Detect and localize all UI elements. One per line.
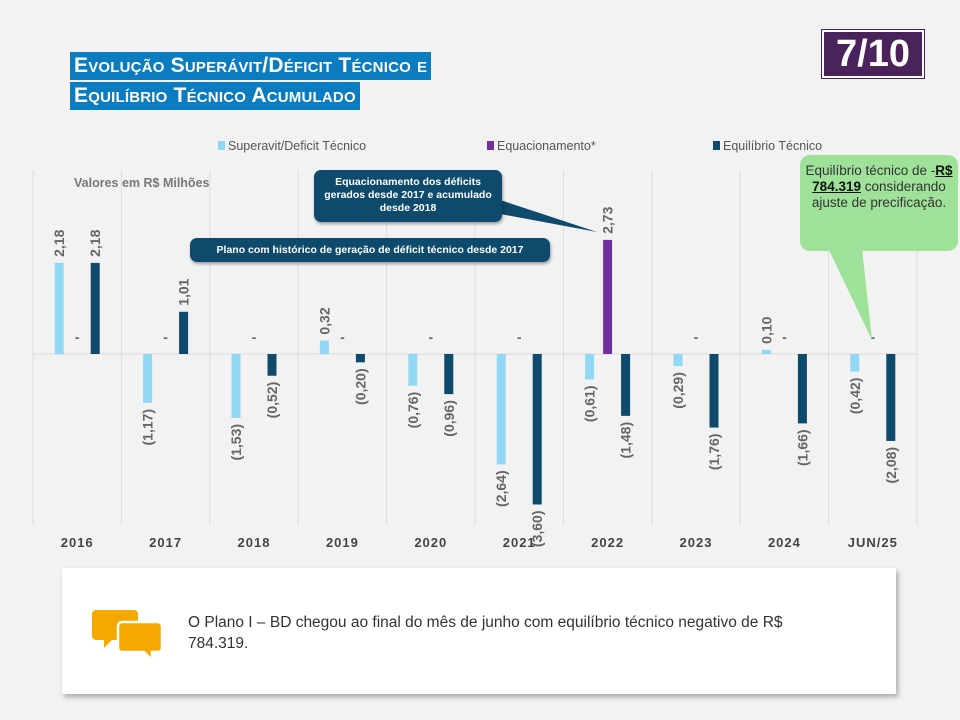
callout-equacionamento-pointer [488,196,597,232]
data-label: - [870,329,875,345]
legend-label: Superavit/Deficit Técnico [228,139,366,153]
bar-superavit [585,354,595,380]
data-label: - [428,329,433,345]
data-label: (1,76) [706,434,722,471]
bar-equilibrio [444,354,454,395]
note-text: O Plano I – BD chegou ao final do mês de… [188,614,783,652]
title-line-1: Evolução Superávit/Déficit Técnico e [70,52,432,80]
data-label: (1,53) [228,424,244,461]
bar-equilibrio [267,354,277,376]
data-label: (0,96) [441,400,457,437]
bar-superavit [143,354,153,403]
bar-equilibrio [355,354,365,363]
legend-label: Equilíbrio Técnico [723,139,822,153]
data-label: - [694,329,699,345]
legend-label: Equacionamento* [497,139,596,153]
legend-swatch [487,141,494,150]
year-label: 2016 [61,535,94,550]
page-indicator: 7/10 [822,30,924,78]
year-label: JUN/25 [848,535,898,550]
year-label: 2018 [238,535,271,550]
speech-bubbles-icon [92,610,164,662]
bar-superavit [761,349,771,354]
bar-superavit [408,354,418,386]
data-label: (1,48) [618,422,634,459]
bar-equacionamento [603,239,613,354]
callout-equilibrio: Equilíbrio técnico de -R$ 784.319 consid… [800,155,958,251]
data-label: - [75,329,80,345]
bar-equilibrio [886,354,896,441]
callout-equacionamento: Equacionamento dos déficits gerados desd… [314,170,502,222]
bar-superavit [496,354,506,465]
data-label: 0,10 [758,316,774,343]
data-label: (0,76) [405,392,421,429]
year-label: 2022 [591,535,624,550]
data-label: - [340,329,345,345]
data-label: (0,29) [670,372,686,409]
data-label: - [163,329,168,345]
year-label: 2021 [503,535,536,550]
note-box: O Plano I – BD chegou ao final do mês de… [62,568,896,694]
bar-superavit [673,354,683,367]
data-label: (2,64) [493,470,509,507]
bar-superavit [54,262,64,354]
data-label: (0,61) [582,385,598,422]
callout-equilibrio-pointer [828,248,872,340]
data-label: (0,52) [264,382,280,419]
callout-plano: Plano com histórico de geração de défici… [190,238,550,262]
data-label: 2,18 [87,229,103,256]
title-line-2: Equilíbrio Técnico Acumulado [70,82,360,110]
data-label: (3,60) [529,510,545,547]
bar-superavit [850,354,860,372]
data-label: (1,17) [140,409,156,446]
data-label: 2,73 [600,206,616,233]
data-label: - [782,329,787,345]
bar-superavit [231,354,241,418]
data-label: - [517,329,522,345]
data-label: (0,42) [847,378,863,415]
bar-equilibrio [90,262,100,354]
data-label: - [252,329,257,345]
year-label: 2024 [768,535,801,550]
bar-equilibrio [621,354,631,416]
bar-equilibrio [797,354,807,424]
bar-equilibrio [179,311,189,354]
data-label: (2,08) [883,447,899,484]
legend-swatch [218,141,225,150]
bar-equilibrio [709,354,719,428]
bar-equilibrio [532,354,542,505]
data-label: (0,20) [352,368,368,405]
units-label: Valores em R$ Milhões [74,176,210,190]
year-label: 2019 [326,535,359,550]
callout-equilibrio-suffix: considerando ajuste de precificação. [811,179,947,210]
data-label: 0,32 [316,307,332,334]
bar-superavit [319,340,329,354]
year-label: 2023 [680,535,713,550]
year-label: 2017 [149,535,182,550]
callout-equilibrio-value: R$ 784.319 [812,163,953,194]
legend-swatch [713,141,720,150]
year-label: 2020 [414,535,447,550]
data-label: 1,01 [176,278,192,305]
chart: Superavit/Deficit Técnico Equacionamento*… [32,139,918,550]
data-label: (1,66) [794,429,810,466]
data-label: 2,18 [51,229,67,256]
callout-equilibrio-prefix: Equilíbrio técnico de - [805,163,936,178]
